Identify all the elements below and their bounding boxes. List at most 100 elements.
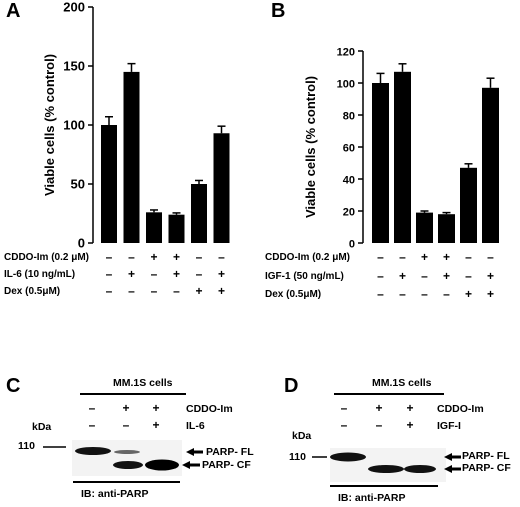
treatment-sign-b-1-2: – [399,250,406,264]
treatment-sign-a-1-4: + [172,250,180,264]
cell-line-bracket-c [80,393,186,395]
y-tick-label-b: 0 [349,239,355,251]
treatment-sign-b-1-3: + [420,250,428,264]
treatment-sign-a-3-2: – [128,284,135,298]
blot-c-row2-label: IL-6 [186,420,205,432]
treatment-sign-b-2-1: – [377,268,384,283]
y-axis-label-b: Viable cells (% control) [303,76,318,218]
arrow-fl-icon [186,448,203,456]
blot-d-image [312,448,461,482]
y-tick-label-a: 50 [71,177,85,192]
blot-c-row1-sign-3: + [152,401,160,415]
treatment-sign-b-2-2: + [398,268,406,283]
y-tick-label-a: 150 [63,59,85,74]
treatment-sign-a-1-6: – [218,250,225,264]
blot-c-membrane [72,440,182,476]
treatment-label-b-3: Dex (0.5μM) [265,289,322,300]
panel-letter-c: C [6,375,21,397]
treatment-sign-b-2-5: – [465,268,472,283]
treatment-sign-b-1-5: – [465,250,472,264]
treatment-sign-b-3-6: + [486,287,494,301]
blot-c-row2-sign-3: + [152,418,160,432]
blot-d-row2-sign-2: – [375,418,383,432]
blot-c-kda-label: kDa [32,421,52,433]
treatment-sign-a-2-2: + [127,267,135,281]
blot-d-band-cf-lane3 [404,465,436,473]
panel-letter-a: A [6,0,21,22]
treatment-sign-a-2-1: – [105,267,113,281]
arrow-fl-icon [444,453,461,461]
ib-bracket-c [73,481,180,483]
treatment-sign-b-3-1: – [377,287,384,301]
blot-c-band-cf-lane3 [145,459,179,471]
blot-c-row1-label: CDDO-Im [186,403,233,415]
blot-d-row1-sign-1: – [340,401,348,415]
bar-chart-a: 0 50 100 150 200 Viable cells (% control) [42,0,230,251]
blot-d-kda-label: kDa [292,430,312,442]
y-tick-label-a: 200 [63,0,85,15]
y-tick-label-b: 80 [343,111,355,123]
treatment-label-b-1: CDDO-Im (0.2 μM) [265,252,351,263]
treatment-sign-a-3-4: – [173,284,180,298]
bar-chart-b: 0 20 40 60 80 100 120 Viable cells (% control) [303,47,499,251]
treatment-sign-b-3-3: – [421,287,428,301]
blot-c-image [43,440,203,476]
blot-d-fl-label: PARP- FL [462,450,510,462]
treatment-sign-a-2-5: – [195,267,203,281]
panel-letter-b: B [271,0,286,22]
treatment-sign-a-1-5: – [195,250,203,264]
blot-d-band-cf-lane2 [368,465,404,473]
blot-c-marker-label: 110 [18,440,35,452]
treatment-sign-a-2-6: + [217,267,225,281]
blot-c-row2-sign-1: – [88,418,96,432]
y-axis-label-a: Viable cells (% control) [42,54,57,196]
blot-d-marker-label: 110 [289,451,306,463]
blot-c-ib-label: IB: anti-PARP [81,488,149,500]
bar-a-2 [123,71,140,244]
treatment-sign-a-3-6: + [217,284,225,298]
y-tick-label-b: 20 [343,207,355,219]
y-tick-label-b: 60 [343,143,355,155]
panel-letter-d: D [284,375,299,397]
blot-c-band-cf-lane2 [113,461,143,469]
bar-b-5 [460,167,477,243]
treatment-sign-a-2-3: – [150,267,158,281]
blot-c-row2-sign-2: – [122,418,130,432]
blot-d-band-fl-lane1 [330,452,366,462]
bar-a-3 [146,212,162,243]
blot-c-fl-label: PARP- FL [206,446,254,458]
blot-c-row1-sign-1: – [88,401,96,415]
blot-d-row1-sign-3: + [406,401,414,415]
blot-c-band-fl-lane1 [75,447,111,455]
treatment-sign-a-1-1: – [105,250,113,264]
treatment-sign-b-1-4: + [442,250,450,264]
blot-d-row2-label: IGF-I [437,420,461,432]
y-tick-label-b: 40 [343,175,355,187]
bar-a-5 [191,184,207,243]
y-tick-label-a: 100 [63,118,85,133]
treatment-sign-b-3-4: – [443,287,450,301]
blot-c-band-fl-lane2 [114,450,140,454]
treatment-sign-b-3-5: + [464,287,472,301]
treatment-sign-a-3-1: – [105,284,113,298]
cell-line-label-d: MM.1S cells [372,377,432,389]
bar-b-1 [372,83,389,243]
treatment-sign-b-1-1: – [377,250,384,264]
cell-line-label-c: MM.1S cells [113,377,173,389]
treatment-sign-a-1-2: – [128,250,135,264]
treatment-sign-b-2-4: + [442,268,450,283]
treatment-sign-b-1-6: – [487,250,494,264]
blot-d-ib-label: IB: anti-PARP [338,492,406,504]
blot-d-row1-sign-2: + [375,401,383,415]
arrow-cf-icon [444,465,461,473]
bar-b-3 [416,212,433,243]
treatment-label-a-1: CDDO-Im (0.2 μM) [4,252,90,263]
bar-a-4 [168,214,185,243]
treatment-sign-b-2-6: + [486,268,494,283]
cell-line-bracket-d [334,393,444,395]
bar-a-1 [101,125,117,243]
treatment-label-a-2: IL-6 (10 ng/mL) [4,269,76,280]
blot-d-row2-sign-1: – [340,418,348,432]
treatment-label-a-3: Dex (0.5μM) [4,286,61,297]
y-tick-label-a: 0 [78,236,85,251]
